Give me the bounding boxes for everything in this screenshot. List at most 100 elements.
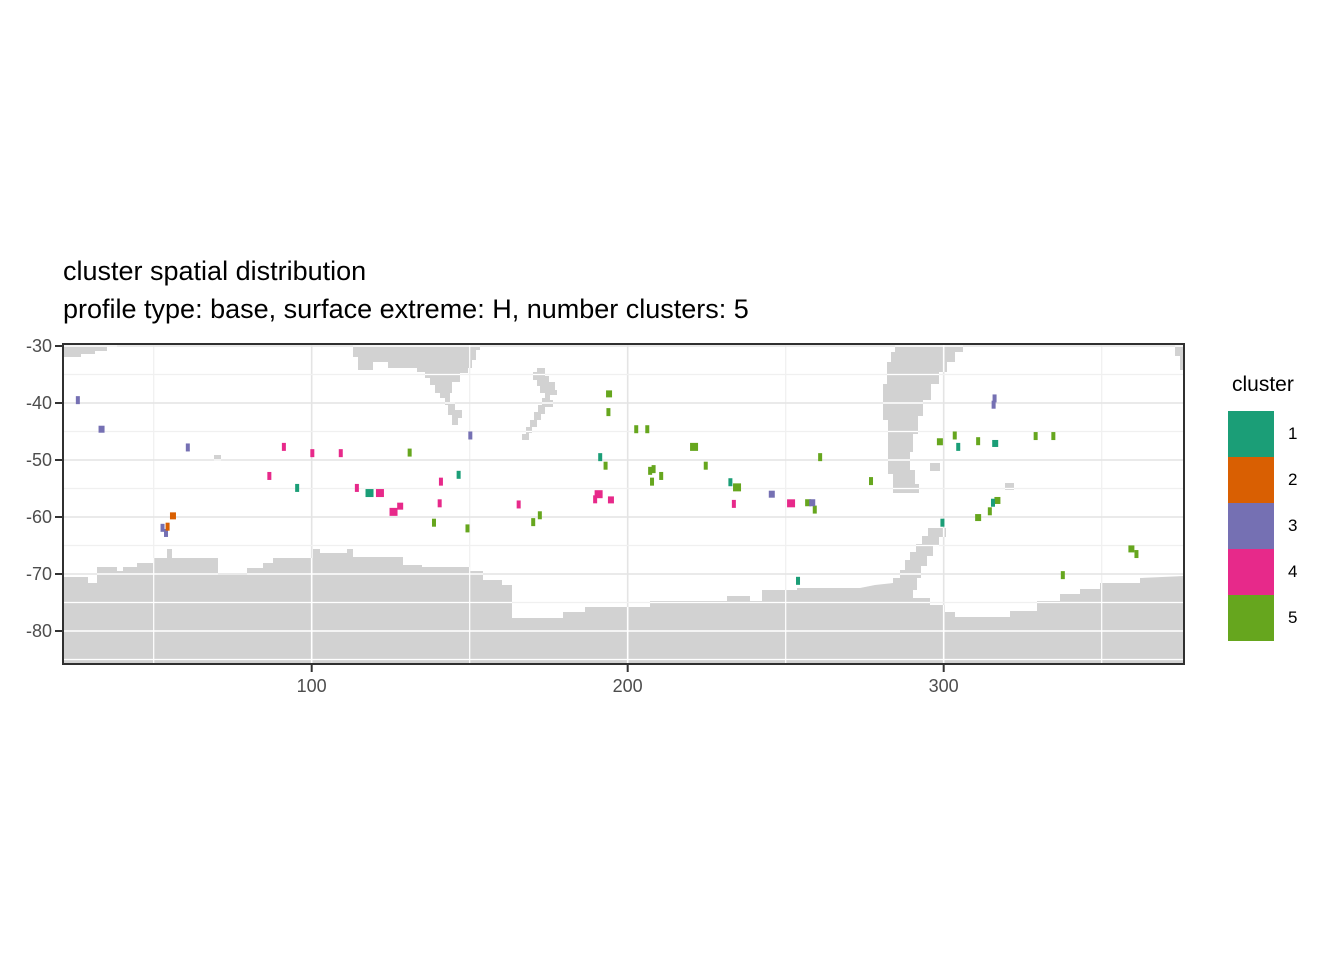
- map-point-cluster-5: [537, 511, 542, 520]
- map-point-cluster-1: [295, 483, 300, 492]
- legend-key-label: 1: [1288, 424, 1298, 443]
- map-point-cluster-5: [650, 477, 655, 486]
- map-point-cluster-4: [607, 496, 614, 504]
- map-point-cluster-4: [731, 499, 736, 508]
- y-tick-label: -60: [25, 506, 52, 527]
- map-point-cluster-5: [645, 425, 650, 434]
- map-point-cluster-5: [818, 453, 823, 462]
- map-point-cluster-5: [465, 524, 470, 533]
- map-point-cluster-3: [809, 499, 816, 507]
- map-point-cluster-5: [1128, 545, 1135, 553]
- map-point-cluster-4: [397, 502, 404, 510]
- y-tick-label: -80: [25, 620, 52, 641]
- y-tick-label: -70: [25, 563, 52, 584]
- legend-key-3: [1228, 503, 1274, 549]
- y-tick-label: -40: [25, 392, 52, 413]
- map-point-cluster-4: [310, 449, 315, 458]
- legend-key-label: 2: [1288, 470, 1298, 489]
- map-point-cluster-5: [976, 437, 981, 446]
- map-point-cluster-5: [606, 390, 613, 398]
- map-point-cluster-4: [338, 449, 343, 458]
- map-point-cluster-3: [991, 400, 996, 409]
- map-point-cluster-1: [992, 439, 999, 447]
- island: [214, 455, 221, 461]
- map-point-cluster-4: [354, 483, 359, 492]
- legend-key-label: 3: [1288, 516, 1298, 535]
- map-point-cluster-1: [456, 470, 461, 479]
- island: [1005, 483, 1014, 490]
- cluster-points: [75, 390, 1139, 585]
- map-point-cluster-4: [281, 442, 286, 451]
- map-point-cluster-5: [805, 499, 812, 507]
- legend-title: cluster: [1232, 373, 1294, 396]
- map-point-cluster-3: [75, 396, 80, 405]
- map-point-cluster-5: [651, 465, 656, 474]
- map-point-cluster-4: [267, 471, 272, 480]
- plot-subtitle: profile type: base, surface extreme: H, …: [63, 294, 749, 324]
- map-point-cluster-3: [164, 528, 169, 537]
- legend-key-1: [1228, 411, 1274, 457]
- land-layer: [63, 344, 1184, 664]
- map-point-cluster-3: [992, 394, 997, 403]
- legend-key-label: 4: [1288, 562, 1298, 581]
- map-point-cluster-1: [990, 498, 995, 507]
- map-point-cluster-2: [165, 522, 170, 531]
- x-tick-label: 200: [612, 676, 643, 696]
- land-polygon-corner-land: [1175, 345, 1184, 370]
- map-point-cluster-4: [787, 499, 796, 508]
- legend-key-2: [1228, 457, 1274, 503]
- map-point-cluster-3: [185, 443, 190, 452]
- map-point-cluster-5: [690, 442, 699, 451]
- map-point-cluster-4: [438, 477, 443, 486]
- legend-key-4: [1228, 549, 1274, 595]
- map-point-cluster-4: [389, 507, 398, 516]
- legend-key-label: 5: [1288, 608, 1298, 627]
- plot-title: cluster spatial distribution: [63, 256, 367, 286]
- map-point-cluster-5: [1134, 550, 1139, 559]
- x-tick-label: 300: [928, 676, 959, 696]
- map-point-cluster-3: [98, 425, 105, 433]
- map-point-cluster-5: [1033, 432, 1038, 441]
- map-point-cluster-5: [952, 431, 957, 440]
- map-point-cluster-4: [593, 495, 598, 504]
- legend-key-5: [1228, 595, 1274, 641]
- map-point-cluster-5: [1051, 432, 1056, 441]
- island: [930, 463, 940, 471]
- y-tick-label: -50: [25, 449, 52, 470]
- land-polygon-new-zealand: [522, 368, 557, 440]
- map-point-cluster-3: [160, 523, 165, 532]
- panel-border: [62, 343, 1185, 665]
- map-point-cluster-5: [869, 477, 874, 486]
- map-point-cluster-5: [975, 514, 982, 522]
- map-point-cluster-4: [594, 490, 603, 499]
- land-polygon-australia: [353, 344, 480, 425]
- land-polygon-south-america: [883, 344, 963, 493]
- map-point-cluster-5: [659, 471, 664, 480]
- map-point-cluster-5: [606, 408, 611, 417]
- map-point-cluster-2: [169, 512, 176, 520]
- map-point-cluster-5: [733, 483, 742, 492]
- map-point-cluster-5: [994, 496, 1001, 504]
- map-point-cluster-1: [940, 518, 945, 527]
- x-tick-label: 100: [296, 676, 327, 696]
- map-point-cluster-1: [598, 453, 603, 462]
- map-point-cluster-5: [648, 466, 653, 475]
- land-polygon-antarctica: [63, 528, 1184, 664]
- map-point-cluster-3: [468, 431, 473, 440]
- map-point-cluster-4: [375, 489, 384, 498]
- map-point-cluster-4: [516, 500, 521, 509]
- map-point-cluster-5: [603, 461, 608, 470]
- y-tick-label: -30: [25, 335, 52, 356]
- map-point-cluster-5: [936, 438, 943, 446]
- map-panel: [55, 343, 1185, 672]
- map-point-cluster-5: [634, 425, 639, 434]
- map-point-cluster-1: [956, 442, 961, 451]
- map-point-cluster-5: [703, 461, 708, 470]
- map-point-cluster-5: [987, 507, 992, 516]
- map-point-cluster-5: [531, 518, 536, 527]
- land-polygon-africa-tip: [63, 344, 117, 357]
- map-point-cluster-3: [768, 490, 775, 498]
- map-point-cluster-5: [812, 505, 817, 514]
- axis-ticks: [55, 344, 945, 672]
